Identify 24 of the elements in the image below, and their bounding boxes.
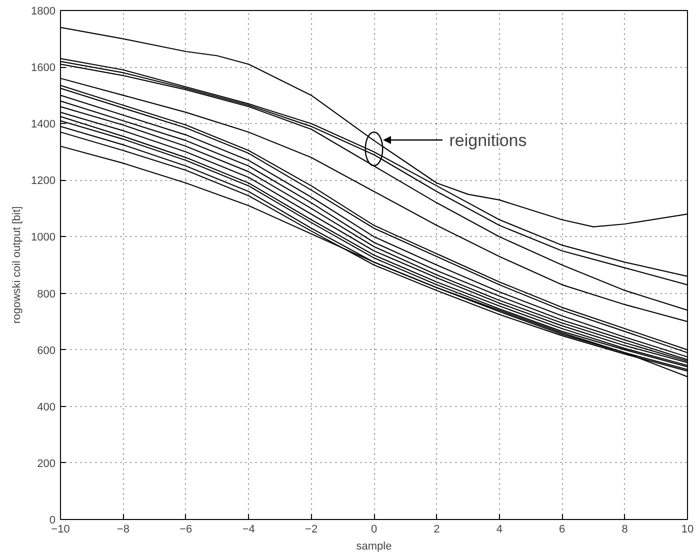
x-tick-label: −8 xyxy=(116,524,130,536)
x-tick-label: 6 xyxy=(559,524,566,536)
y-tick-label: 1600 xyxy=(31,62,56,74)
y-tick-label: 0 xyxy=(49,514,56,526)
y-tick-label: 1200 xyxy=(31,175,56,188)
y-tick-label: 800 xyxy=(37,288,56,300)
x-axis-title: sample xyxy=(356,540,392,552)
x-tick-label: −2 xyxy=(305,524,318,536)
x-tick-label: 4 xyxy=(496,524,502,536)
annotation: reignitions xyxy=(449,130,527,150)
y-tick-label: 200 xyxy=(37,458,56,470)
y-axis-title: rogowski coil output [bit] xyxy=(11,206,24,324)
x-tick-label: 10 xyxy=(681,524,694,536)
x-tick-label: 8 xyxy=(622,524,628,536)
y-tick-label: 1000 xyxy=(31,232,56,244)
x-tick-label: −4 xyxy=(242,524,255,536)
y-tick-label: 1800 xyxy=(31,6,56,18)
y-tick-label: 600 xyxy=(37,344,56,357)
x-tick-label: 2 xyxy=(434,524,440,536)
x-tick-label: −6 xyxy=(180,524,192,536)
y-tick-label: 400 xyxy=(37,401,56,414)
x-tick-label: −10 xyxy=(51,524,70,536)
x-tick-label: 0 xyxy=(370,524,378,536)
y-tick-label: 1400 xyxy=(31,118,56,131)
